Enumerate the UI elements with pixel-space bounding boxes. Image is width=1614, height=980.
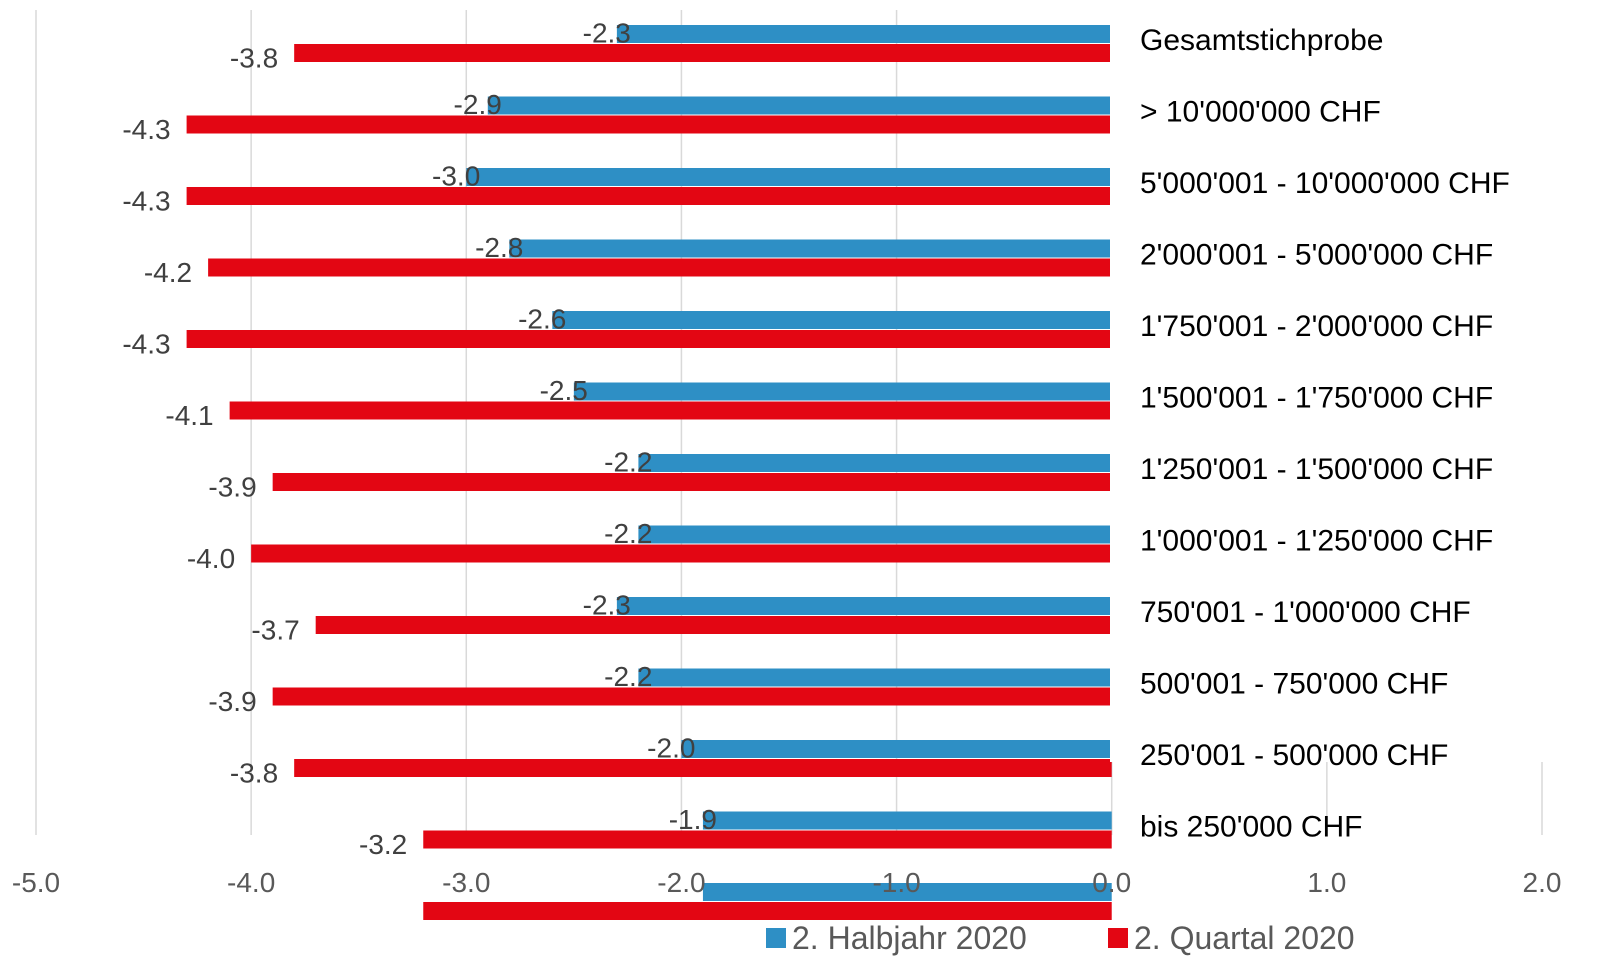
category-label-4: 1'750'001 - 2'000'000 CHF [1140, 310, 1493, 343]
x-tick-label-5: 0.0 [1092, 867, 1131, 898]
data-label-quartal-10: -3.8 [230, 757, 278, 788]
bar-quartal-4 [186, 330, 1112, 348]
bar-quartal-1 [186, 115, 1112, 134]
data-label-quartal-0: -3.8 [230, 42, 278, 73]
bar-halbjahr-11 [702, 811, 1112, 830]
data-label-quartal-5: -4.1 [165, 400, 213, 431]
data-label-halbjahr-2: -3.0 [432, 160, 480, 191]
legend-swatch-0 [766, 928, 786, 948]
data-label-quartal-7: -4.0 [187, 543, 235, 574]
legend-swatch-1 [1108, 928, 1128, 948]
data-label-halbjahr-0: -2.3 [583, 17, 631, 48]
data-label-halbjahr-5: -2.5 [540, 375, 588, 406]
bar-quartal-2 [186, 187, 1112, 205]
data-label-halbjahr-9: -2.2 [604, 661, 652, 692]
bar-halbjahr-8 [616, 597, 1112, 615]
category-label-0: Gesamtstichprobe [1140, 24, 1383, 57]
bar-quartal-12 [423, 902, 1112, 920]
bar-quartal-5 [229, 401, 1112, 420]
category-label-6: 1'250'001 - 1'500'000 CHF [1140, 453, 1493, 486]
x-axis-tick-labels: -5.0 -4.0 -3.0 -2.0 -1.0 0.0 1.0 2.0 [12, 867, 1562, 898]
category-label-2: 5'000'001 - 10'000'000 CHF [1140, 167, 1510, 200]
x-tick-label-6: 1.0 [1307, 867, 1346, 898]
data-label-quartal-3: -4.2 [144, 257, 192, 288]
bar-halbjahr-1 [487, 96, 1112, 115]
bar-quartal-8 [315, 616, 1112, 634]
bar-quartal-0 [294, 44, 1112, 62]
category-label-background [1110, 10, 1610, 762]
category-label-1: > 10'000'000 CHF [1140, 95, 1381, 128]
data-labels: -2.3 -2.9 -3.0 -2.8 -2.6 -2.5 -2.2 -2.2 -2.3 -2.2… [122, 17, 717, 860]
data-label-quartal-4: -4.3 [122, 328, 170, 359]
data-label-halbjahr-4: -2.6 [518, 303, 566, 334]
data-label-quartal-8: -3.7 [251, 614, 299, 645]
x-tick-label-7: 2.0 [1523, 867, 1562, 898]
bars [186, 25, 1112, 920]
x-tick-label-4: -1.0 [872, 867, 920, 898]
bar-halbjahr-10 [681, 740, 1112, 758]
x-tick-label-0: -5.0 [12, 867, 60, 898]
bar-halbjahr-12 [702, 883, 1112, 901]
bar-halbjahr-9 [638, 668, 1112, 687]
category-label-8: 750'001 - 1'000'000 CHF [1140, 596, 1471, 629]
bar-halbjahr-6 [638, 454, 1112, 472]
category-label-5: 1'500'001 - 1'750'000 CHF [1140, 381, 1493, 414]
data-label-quartal-6: -3.9 [208, 471, 256, 502]
legend-label-0: 2. Halbjahr 2020 [792, 920, 1027, 956]
bar-quartal-11 [423, 830, 1112, 849]
data-label-quartal-11: -3.2 [359, 829, 407, 860]
x-tick-label-3: -2.0 [657, 867, 705, 898]
legend: 2. Halbjahr 2020 2. Quartal 2020 [766, 920, 1355, 956]
category-label-11: bis 250'000 CHF [1140, 810, 1363, 843]
bar-halbjahr-3 [509, 239, 1112, 258]
data-label-halbjahr-3: -2.8 [475, 232, 523, 263]
data-label-halbjahr-11: -1.9 [669, 804, 717, 835]
category-labels: Gesamtstichprobe > 10'000'000 CHF 5'000'00… [1110, 10, 1610, 843]
data-label-halbjahr-7: -2.2 [604, 518, 652, 549]
data-label-quartal-9: -3.9 [208, 686, 256, 717]
bar-quartal-9 [272, 687, 1112, 706]
bar-quartal-6 [272, 473, 1112, 491]
bar-halbjahr-7 [638, 525, 1112, 544]
data-label-quartal-1: -4.3 [122, 114, 170, 145]
category-label-7: 1'000'001 - 1'250'000 CHF [1140, 524, 1493, 557]
data-label-halbjahr-8: -2.3 [583, 589, 631, 620]
data-label-quartal-2: -4.3 [122, 185, 170, 216]
data-label-halbjahr-10: -2.0 [647, 732, 695, 763]
category-label-9: 500'001 - 750'000 CHF [1140, 667, 1448, 700]
data-label-halbjahr-6: -2.2 [604, 446, 652, 477]
bar-quartal-10 [294, 759, 1112, 777]
bar-quartal-7 [251, 544, 1112, 563]
data-label-halbjahr-1: -2.9 [454, 89, 502, 120]
legend-label-1: 2. Quartal 2020 [1134, 920, 1355, 956]
bar-quartal-3 [208, 258, 1112, 277]
bar-halbjahr-4 [552, 311, 1112, 329]
bar-halbjahr-5 [573, 382, 1112, 401]
x-tick-label-1: -4.0 [227, 867, 275, 898]
bar-halbjahr-2 [466, 168, 1112, 186]
bar-halbjahr-0 [616, 25, 1112, 43]
x-tick-label-2: -3.0 [442, 867, 490, 898]
category-label-10: 250'001 - 500'000 CHF [1140, 739, 1448, 772]
category-label-3: 2'000'001 - 5'000'000 CHF [1140, 238, 1493, 271]
